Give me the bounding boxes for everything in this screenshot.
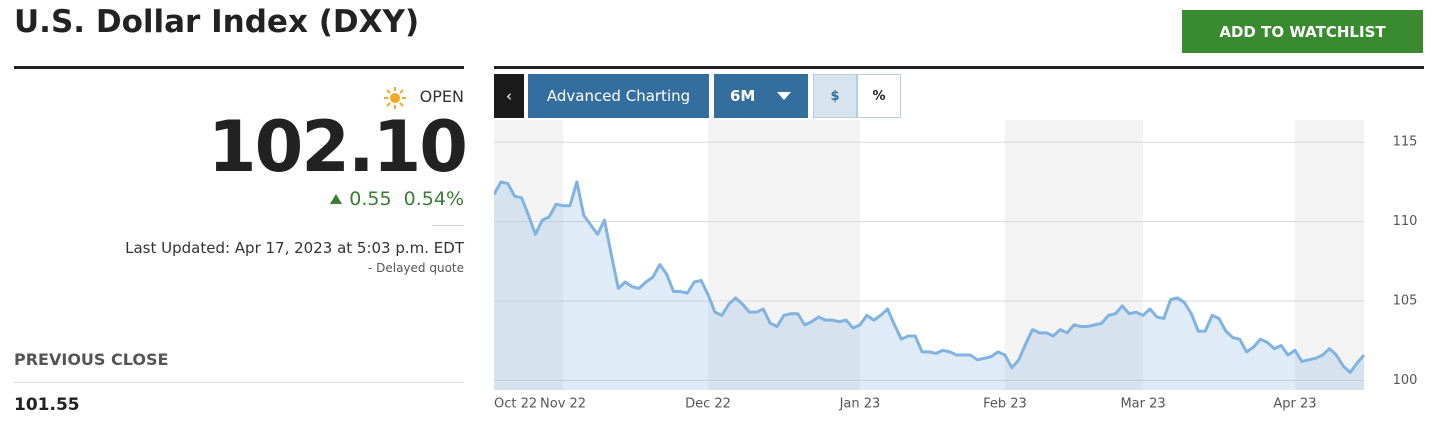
x-tick-label: Nov 22 [540,397,586,412]
month-band [1294,120,1364,390]
watchlist-button[interactable]: ADD TO WATCHLIST [1182,10,1423,53]
x-tick-label: Oct 22 [494,397,537,412]
x-tick-label: Feb 23 [983,397,1027,412]
range-label: 6M [730,87,756,105]
month-band [1004,120,1144,390]
sun-icon [384,87,406,109]
line [494,180,1366,375]
change-value: 0.55 [349,188,392,210]
range-dropdown[interactable]: 6M [714,74,808,118]
change-percent: 0.54% [403,188,464,210]
previous-close: 101.55 [14,395,80,415]
y-tick-label: 115 [1393,135,1418,150]
percent-toggle[interactable]: % [857,74,901,118]
month-band [494,120,564,390]
x-tick-label: Mar 23 [1120,397,1165,412]
divider [14,66,464,69]
advanced-charting-button[interactable]: Advanced Charting [528,74,709,118]
chart: 100 105 110 115 Oct 22 Nov 22 Dec 22 Jan 23 Feb … [494,120,1418,412]
y-tick-label: 105 [1393,294,1418,309]
x-tick-label: Dec 22 [685,397,731,412]
divider [14,382,464,383]
y-tick-label: 100 [1393,373,1418,388]
page-title: U.S. Dollar Index (DXY) [14,4,420,40]
y-tick-label: 110 [1393,214,1418,229]
dollar-toggle[interactable]: $ [813,74,857,118]
x-tick-label: Apr 23 [1273,397,1316,412]
divider [494,66,1424,69]
last-updated: Last Updated: Apr 17, 2023 at 5:03 p.m. … [125,239,464,257]
price: 102.10 [207,106,468,188]
previous-close-label: PREVIOUS CLOSE [14,350,169,369]
dropdown-arrow [777,92,792,100]
area [494,181,1364,390]
month-band [708,120,860,390]
change: 0.55 0.54% [329,188,464,210]
divider [432,225,464,226]
market-status: OPEN [419,87,464,106]
x-tick-label: Jan 23 [839,397,881,412]
up-arrow [330,194,343,204]
collapse-button[interactable]: ‹ [494,74,524,118]
delay-note: - Delayed quote [367,261,464,275]
